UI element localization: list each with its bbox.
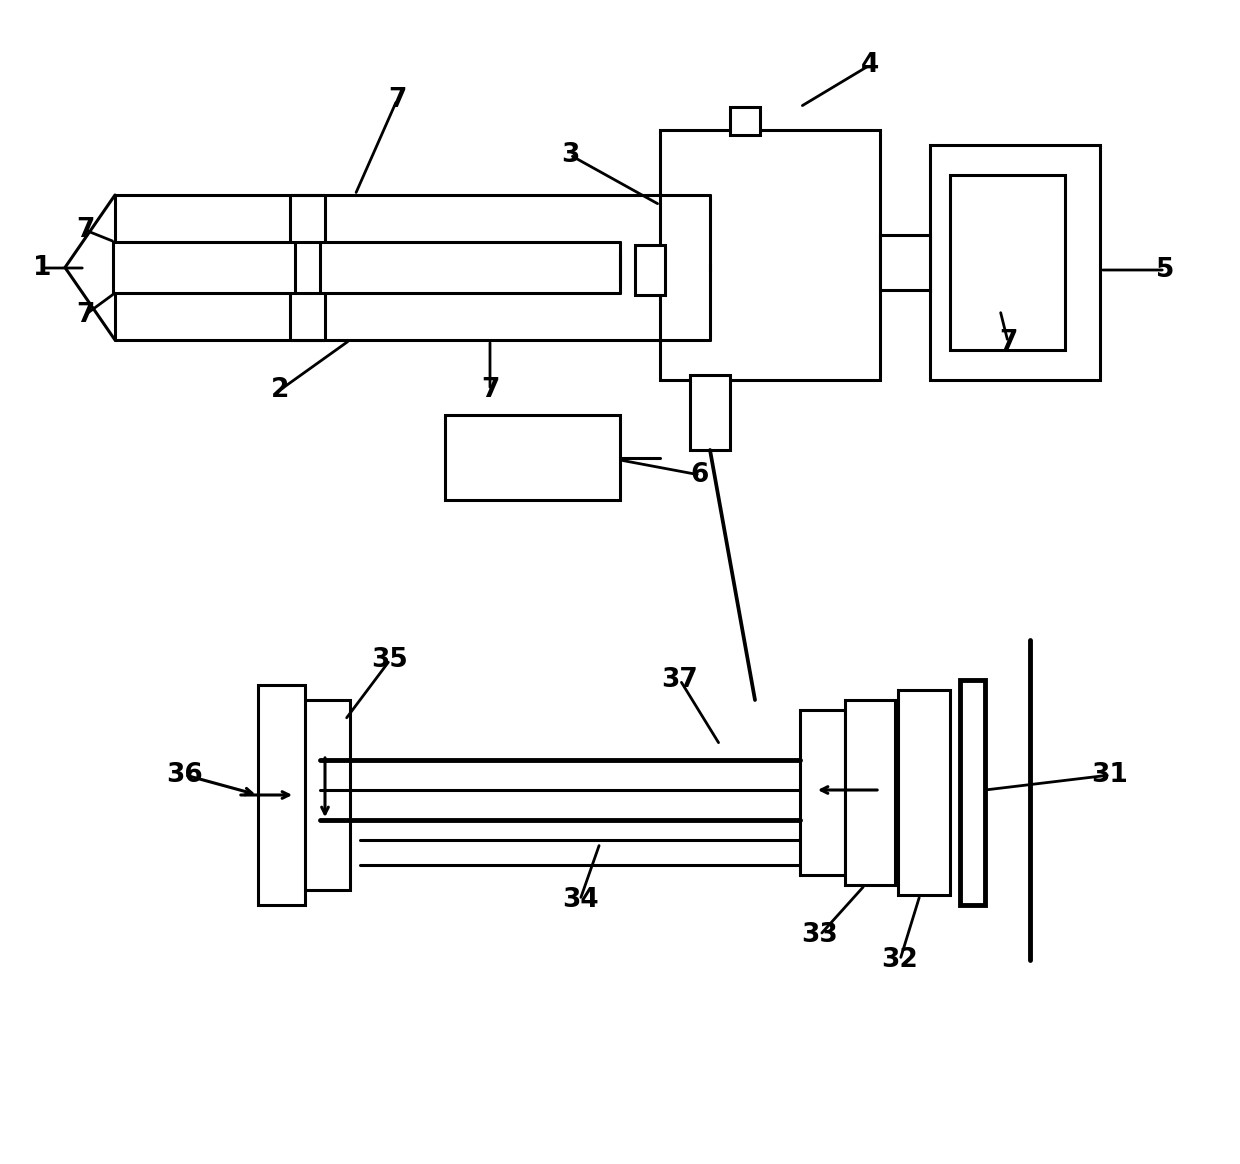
Bar — [880, 235, 930, 290]
Text: 1: 1 — [32, 255, 51, 281]
Text: 7: 7 — [481, 377, 500, 403]
Text: 37: 37 — [662, 667, 698, 693]
Text: 31: 31 — [1091, 762, 1128, 788]
Text: 4: 4 — [861, 52, 879, 78]
Text: 7: 7 — [76, 217, 94, 243]
Text: 3: 3 — [560, 142, 579, 168]
Bar — [730, 107, 760, 135]
Bar — [898, 690, 950, 895]
Text: 35: 35 — [372, 647, 408, 673]
Bar — [300, 700, 350, 890]
Bar — [258, 684, 305, 904]
Text: 7: 7 — [388, 87, 407, 113]
Text: 32: 32 — [882, 947, 919, 973]
Bar — [930, 146, 1100, 379]
Text: 7: 7 — [76, 301, 94, 328]
Bar — [960, 680, 985, 904]
Bar — [689, 375, 730, 450]
Bar — [445, 416, 620, 501]
Bar — [660, 130, 880, 379]
Bar — [950, 175, 1065, 350]
Text: 33: 33 — [801, 922, 838, 947]
Text: 2: 2 — [270, 377, 289, 403]
Text: 6: 6 — [691, 462, 709, 488]
Bar — [844, 700, 895, 885]
Text: 5: 5 — [1156, 257, 1174, 283]
Bar — [800, 710, 844, 875]
Text: 36: 36 — [166, 762, 203, 788]
Bar — [635, 244, 665, 294]
Text: 34: 34 — [562, 887, 599, 913]
Text: 7: 7 — [998, 329, 1017, 355]
